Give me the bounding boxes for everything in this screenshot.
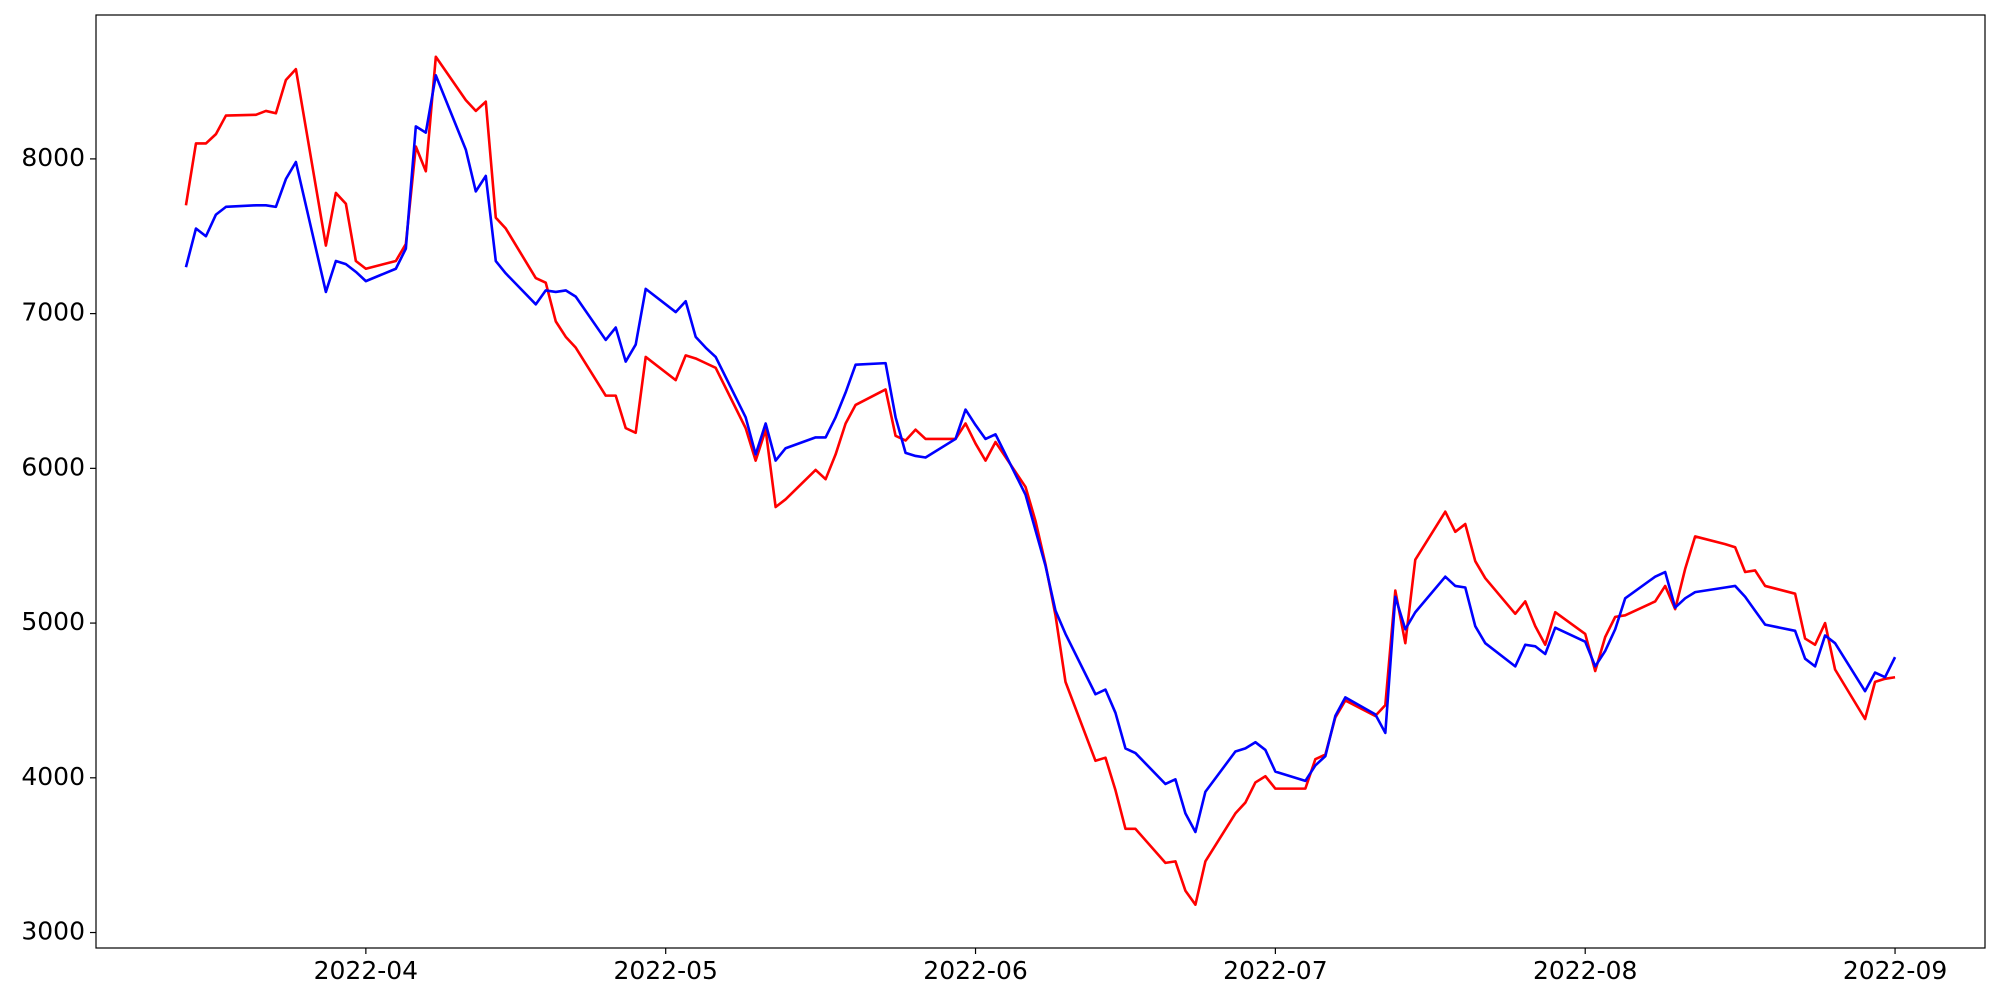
y-tick-label: 7000 xyxy=(21,298,85,327)
x-tick-label: 2022-06 xyxy=(923,956,1027,985)
y-tick-label: 4000 xyxy=(21,762,85,791)
x-tick-label: 2022-09 xyxy=(1843,956,1947,985)
series-line xyxy=(184,55,1896,906)
y-tick-label: 8000 xyxy=(21,143,85,172)
x-tick-label: 2022-08 xyxy=(1533,956,1637,985)
series-line xyxy=(184,74,1897,834)
x-tick-label: 2022-05 xyxy=(613,956,717,985)
x-tick-label: 2022-04 xyxy=(314,956,418,985)
x-tick-label: 2022-07 xyxy=(1223,956,1327,985)
y-tick-label: 6000 xyxy=(21,452,85,481)
plot-frame xyxy=(95,14,1986,949)
y-tick-label: 3000 xyxy=(21,917,85,946)
y-tick-label: 5000 xyxy=(21,607,85,636)
